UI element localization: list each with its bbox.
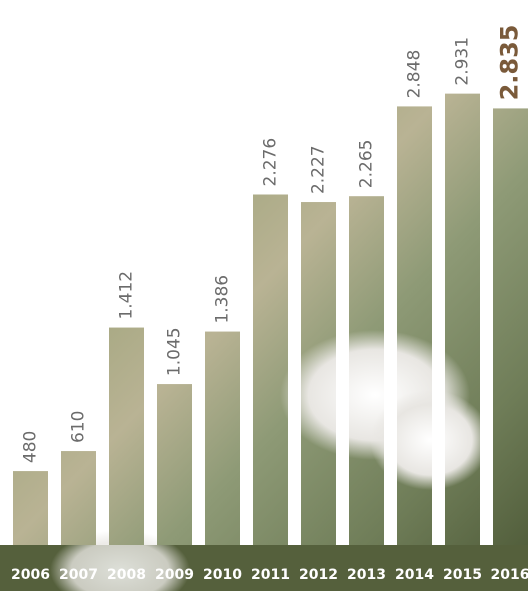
x-tick-label: 2012 bbox=[299, 567, 338, 583]
value-label: 2.265 bbox=[357, 140, 377, 189]
value-label: 1.386 bbox=[213, 275, 233, 324]
bar bbox=[493, 108, 528, 545]
bar bbox=[157, 384, 192, 545]
x-tick-label: 2015 bbox=[443, 567, 482, 583]
x-tick-label: 2007 bbox=[59, 567, 98, 583]
value-label: 2.848 bbox=[405, 50, 425, 99]
x-tick-label: 2009 bbox=[155, 567, 194, 583]
value-label: 610 bbox=[69, 411, 89, 443]
bar bbox=[205, 331, 240, 545]
bar bbox=[109, 327, 144, 545]
value-label: 2.835 bbox=[496, 24, 524, 100]
value-label: 2.276 bbox=[261, 138, 281, 187]
x-tick-label: 2014 bbox=[395, 567, 434, 583]
value-label: 2.227 bbox=[309, 145, 329, 194]
value-label: 2.931 bbox=[453, 37, 473, 86]
x-tick-label: 2008 bbox=[107, 567, 146, 583]
value-label: 1.412 bbox=[117, 271, 137, 320]
cotton-decoration bbox=[50, 530, 190, 591]
x-tick-label: 2006 bbox=[11, 567, 50, 583]
x-tick-label: 2010 bbox=[203, 567, 242, 583]
bar bbox=[253, 194, 288, 545]
x-tick-label: 2016 bbox=[491, 567, 528, 583]
value-label: 480 bbox=[21, 431, 41, 463]
bar bbox=[13, 471, 48, 545]
bar bbox=[61, 451, 96, 545]
value-label: 1.045 bbox=[165, 327, 185, 376]
x-tick-label: 2011 bbox=[251, 567, 290, 583]
x-tick-label: 2013 bbox=[347, 567, 386, 583]
labels: 480 2006 610 2007 1.412 2008 1.045 2009 1.386 201… bbox=[11, 24, 528, 583]
cotton-decoration bbox=[280, 330, 490, 490]
